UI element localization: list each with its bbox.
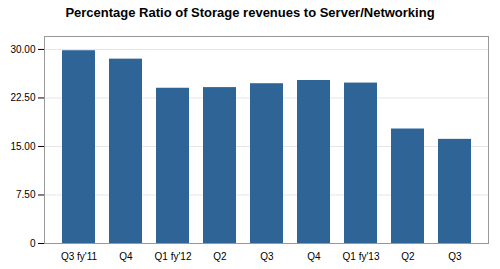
svg-text:Q1 fy'12: Q1 fy'12 (155, 251, 192, 262)
svg-text:0: 0 (30, 238, 36, 249)
html-text:Percentage Ratio of Storage re: Percentage Ratio of Storage revenues to … (65, 5, 435, 20)
svg-text:30.00: 30.00 (10, 44, 35, 55)
svg-text:7.50: 7.50 (16, 189, 36, 200)
svg-text:22.50: 22.50 (10, 92, 35, 103)
svg-text:Q2: Q2 (401, 251, 415, 262)
svg-text:Q3 fy'11: Q3 fy'11 (61, 251, 98, 262)
svg-text:Q3: Q3 (448, 251, 462, 262)
svg-text:Q4: Q4 (119, 251, 133, 262)
svg-text:Q1 fy'13: Q1 fy'13 (343, 251, 380, 262)
svg-text:15.00: 15.00 (10, 141, 35, 152)
svg-text:Q4: Q4 (307, 251, 321, 262)
svg-text:Q2: Q2 (213, 251, 227, 262)
svg-text:Q3: Q3 (260, 251, 274, 262)
